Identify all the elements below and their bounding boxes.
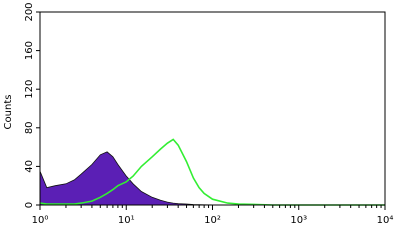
histogram-line	[39, 138, 385, 206]
x-tick-label: 10⁰	[32, 215, 49, 226]
y-tick-label: 160	[24, 41, 35, 60]
y-tick-label: 0	[24, 202, 35, 208]
y-tick-label: 200	[24, 2, 35, 21]
histogram-area	[39, 151, 385, 206]
y-tick-label: 40	[24, 160, 35, 173]
x-tick-label: 10³	[290, 215, 307, 226]
y-tick-label: 120	[24, 80, 35, 99]
x-tick-label: 10²	[204, 215, 221, 226]
y-axis-label: Counts	[3, 95, 14, 130]
y-tick-label: 80	[24, 121, 35, 134]
x-tick-label: 10¹	[118, 215, 135, 226]
x-tick-label: 10⁴	[377, 215, 394, 226]
